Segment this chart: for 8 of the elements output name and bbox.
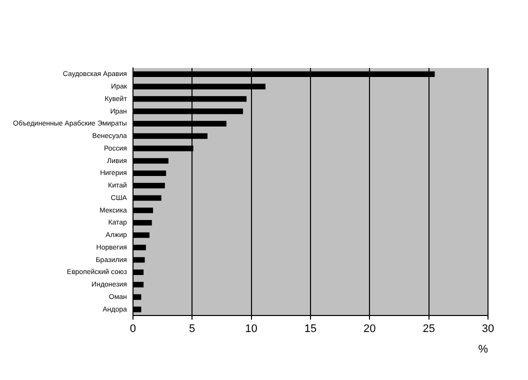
x-tick-label: 5 xyxy=(189,323,196,336)
x-tick-label: 10 xyxy=(245,323,258,336)
x-tick-label: 30 xyxy=(482,323,494,336)
x-axis-title: % xyxy=(478,343,488,356)
x-tick-label: 15 xyxy=(304,323,317,336)
x-tick-label: 0 xyxy=(130,323,136,336)
x-tick-label: 20 xyxy=(364,323,376,336)
x-tick-label: 25 xyxy=(422,323,435,336)
